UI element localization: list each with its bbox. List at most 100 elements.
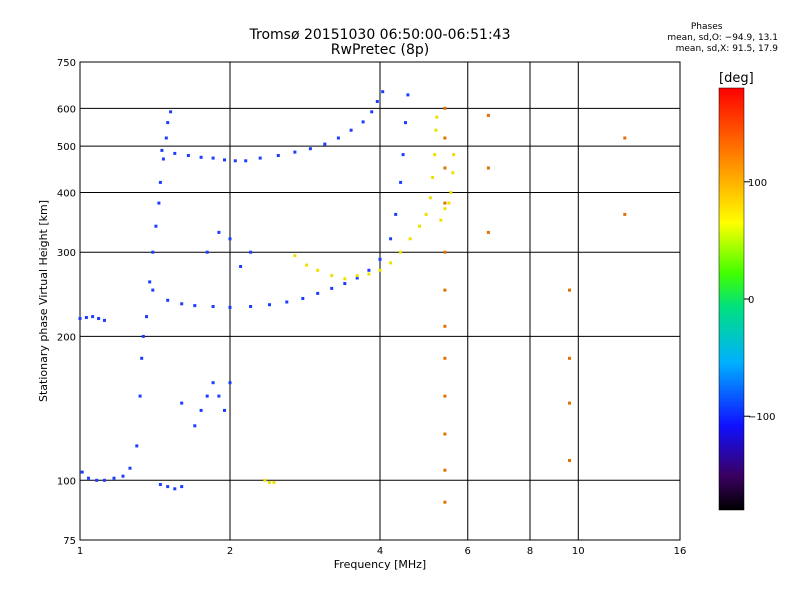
echo-point	[568, 356, 571, 360]
phases-x-mode: mean, sd,X: 91.5, 17.9	[675, 44, 778, 54]
echo-point	[406, 93, 410, 97]
echo-point	[408, 237, 412, 241]
echo-point	[378, 268, 382, 272]
echo-point	[228, 305, 232, 309]
echo-point	[443, 394, 447, 398]
echo-point	[355, 274, 359, 278]
echo-point	[343, 282, 347, 285]
x-tick-label: 1	[77, 546, 83, 557]
echo-point	[193, 424, 197, 428]
echo-point	[443, 324, 447, 328]
echo-point	[186, 154, 190, 157]
echo-point	[486, 230, 490, 234]
echo-point	[95, 478, 99, 482]
echo-point	[193, 304, 197, 308]
echo-point	[349, 128, 353, 132]
echo-point	[361, 120, 365, 124]
echo-point	[138, 394, 142, 398]
echo-point	[443, 356, 447, 360]
y-tick-label: 400	[57, 188, 76, 199]
echo-point	[173, 487, 177, 491]
echo-point	[424, 212, 428, 216]
echo-point	[431, 176, 435, 179]
echo-point	[568, 459, 571, 462]
colorbar-ticks: 100 0 −100	[744, 178, 775, 423]
echo-point	[91, 315, 95, 319]
echo-point	[211, 381, 215, 385]
echo-point	[568, 401, 571, 405]
echo-point	[228, 237, 232, 241]
echo-point	[199, 155, 203, 159]
echo-point	[263, 478, 267, 482]
echo-point	[443, 250, 447, 254]
echo-point	[249, 250, 253, 254]
axis-ticks: 1 2 4 6 8 10 16 75 100 200 300 400 500 600 750	[57, 58, 686, 557]
echo-point	[135, 444, 139, 448]
phases-title: Phases	[690, 22, 723, 32]
x-tick-label: 4	[377, 546, 383, 557]
echo-point	[228, 381, 232, 385]
phases-summary: Phases mean, sd,O: −94.9, 13.1 mean, sd,…	[667, 22, 778, 55]
echo-point	[145, 315, 148, 319]
x-tick-label: 6	[465, 546, 471, 557]
echo-point	[323, 142, 327, 146]
y-tick-label: 750	[57, 58, 76, 69]
echo-point	[443, 136, 447, 140]
echo-point	[121, 474, 125, 478]
echo-point	[434, 128, 438, 132]
y-tick-label: 300	[57, 248, 76, 259]
colorbar-label: [deg]	[719, 71, 754, 86]
echo-point	[205, 250, 209, 254]
echo-point	[428, 196, 432, 200]
echo-point	[276, 154, 280, 157]
grid-lines	[80, 62, 680, 540]
echo-point	[166, 121, 170, 125]
echo-point	[308, 147, 312, 151]
echo-point	[223, 408, 226, 412]
echo-point	[151, 288, 155, 292]
echo-point	[301, 297, 305, 300]
echo-point	[623, 136, 627, 140]
echo-point	[443, 106, 447, 110]
echo-point	[87, 476, 90, 480]
echo-point	[404, 121, 407, 125]
echo-point	[375, 100, 379, 103]
echo-point	[285, 300, 289, 304]
y-axis-label: Stationary phase Virtual Height [km]	[37, 200, 50, 402]
colorbar-tick-label: −100	[748, 412, 775, 423]
x-tick-label: 16	[674, 546, 687, 557]
echo-point	[217, 230, 221, 234]
echo-point	[355, 276, 359, 280]
echo-point	[443, 201, 447, 205]
echo-point	[443, 207, 447, 211]
echo-point	[443, 468, 447, 472]
echo-point	[439, 218, 443, 222]
echo-point	[164, 136, 168, 140]
echo-point	[316, 291, 320, 295]
echo-point	[169, 110, 173, 114]
echo-point	[435, 115, 439, 119]
echo-point	[268, 303, 271, 307]
echo-point	[330, 286, 334, 290]
echo-point	[336, 136, 340, 140]
echo-point	[157, 201, 161, 205]
echo-point	[399, 250, 403, 254]
x-tick-label: 8	[527, 546, 533, 557]
y-tick-label: 600	[57, 104, 76, 115]
phases-o-mode: mean, sd,O: −94.9, 13.1	[667, 33, 778, 43]
echo-point	[330, 274, 334, 278]
echo-point	[316, 268, 320, 272]
echo-point	[451, 171, 455, 175]
echo-point	[452, 153, 456, 157]
data-points	[78, 90, 627, 504]
echo-point	[443, 500, 447, 504]
x-tick-label: 10	[572, 546, 585, 557]
echo-point	[381, 90, 385, 94]
echo-point	[394, 212, 398, 216]
echo-point	[449, 191, 453, 194]
y-tick-label: 200	[57, 332, 76, 343]
echo-point	[343, 277, 347, 281]
echo-point	[166, 298, 170, 302]
echo-point	[401, 153, 405, 157]
